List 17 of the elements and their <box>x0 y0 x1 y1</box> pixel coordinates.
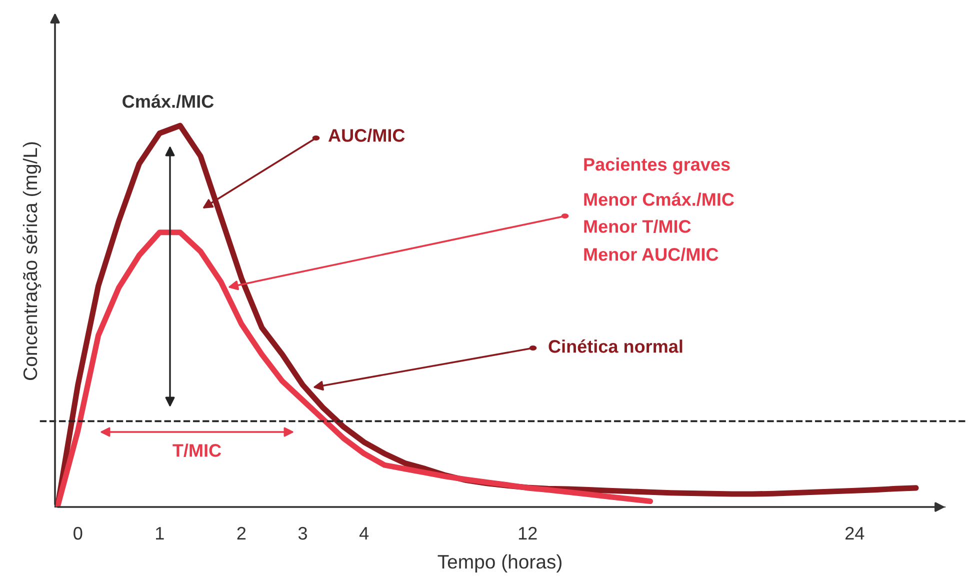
x-axis-title: Tempo (horas) <box>438 554 562 573</box>
annotation: T/MIC <box>172 444 222 458</box>
annotation: Menor T/MIC <box>584 220 691 234</box>
x-tick-label: 24 <box>846 526 864 540</box>
legend-label: Cinética normal <box>548 339 682 353</box>
text: Pacientes graves <box>584 158 730 174</box>
x-tick-label: 4 <box>359 527 369 540</box>
x-tick-label: 0 <box>74 526 82 540</box>
x-tick-label: 2 <box>237 526 246 540</box>
y-axis-title: Concentração sérica (mg/L) <box>22 142 42 380</box>
x-tick-label: 3 <box>298 526 307 540</box>
x-tick-label: 12 <box>518 526 537 540</box>
annotation: Menor AUC/MIC <box>584 248 718 262</box>
annotation: Menor Cmáx./MIC <box>584 192 734 206</box>
text: Cmáx./MIC <box>122 94 214 108</box>
x-tick-label: 1 <box>156 527 164 540</box>
annotation: AUC/MIC <box>328 128 405 142</box>
